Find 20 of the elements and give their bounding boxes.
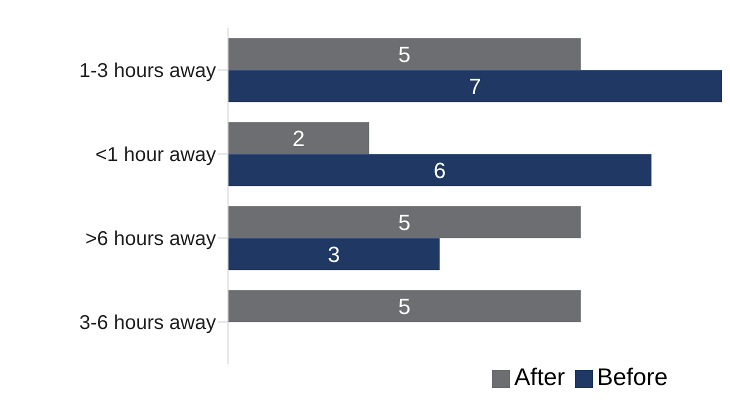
y-tick-label: 1-3 hours away	[79, 60, 216, 82]
bar	[228, 154, 652, 186]
data-label: 6	[434, 158, 446, 183]
bar	[228, 38, 581, 70]
y-tick-label: 3-6 hours away	[79, 312, 216, 334]
data-label: 5	[398, 42, 411, 67]
data-label: 5	[398, 294, 411, 319]
legend-label: After	[514, 364, 565, 391]
bar	[228, 206, 581, 238]
data-label: 2	[292, 126, 305, 151]
y-tick-label: <1 hour away	[95, 144, 216, 166]
legend-label: Before	[596, 364, 668, 391]
bar	[228, 238, 440, 270]
bar	[228, 122, 370, 154]
data-label: 5	[398, 210, 411, 235]
y-tick-label: >6 hours away	[85, 228, 216, 250]
data-label: 7	[468, 74, 482, 99]
bar	[228, 290, 581, 322]
data-label: 3	[328, 242, 340, 267]
bar	[228, 70, 722, 102]
